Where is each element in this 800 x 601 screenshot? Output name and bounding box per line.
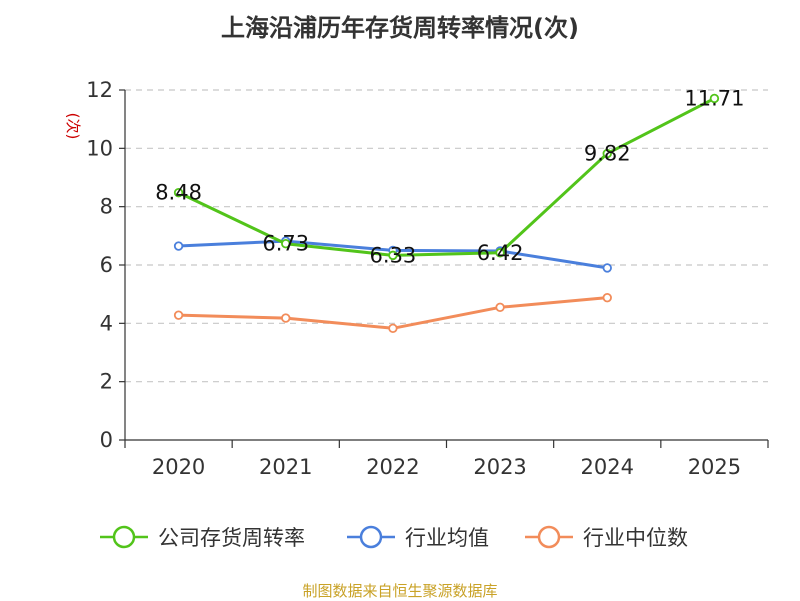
data-point — [602, 148, 612, 159]
y-axis-label: (次) — [64, 113, 82, 140]
data-point — [173, 241, 184, 251]
data-point — [495, 248, 505, 258]
series-line — [177, 96, 716, 257]
y-tick-label: 2 — [100, 370, 113, 394]
data-label: 6.73 — [262, 232, 309, 256]
series-layer — [173, 93, 720, 333]
y-tick-label: 0 — [100, 428, 113, 452]
data-label: 11.71 — [684, 86, 744, 110]
data-point — [602, 292, 612, 303]
data-point — [495, 302, 505, 312]
data-point — [173, 187, 184, 198]
y-tick-label: 6 — [100, 253, 113, 277]
x-tick-label: 2022 — [366, 455, 419, 479]
grid-lines — [125, 89, 768, 383]
y-tick-label: 8 — [100, 195, 113, 219]
x-tick-label: 2024 — [581, 455, 634, 479]
x-tick-label: 2023 — [473, 455, 526, 479]
x-tick-label: 2025 — [688, 455, 741, 479]
legend-label: 行业中位数 — [583, 526, 688, 550]
data-label: 9.82 — [584, 142, 631, 166]
legend-label: 行业均值 — [405, 526, 489, 550]
legend-marker — [112, 525, 136, 549]
data-point — [173, 310, 184, 320]
data-point — [281, 239, 291, 249]
data-point — [388, 250, 398, 261]
chart-title: 上海沿浦历年存货周转率情况(次) — [221, 14, 579, 42]
x-tick-label: 2021 — [259, 455, 312, 479]
legend-label: 公司存货周转率 — [158, 526, 305, 550]
data-label: 8.48 — [155, 181, 202, 205]
axes: 0 2 4 6 8 10 12 2020 2021 2022 2023 2024 2025 — [86, 78, 769, 479]
legend-marker — [537, 525, 561, 549]
y-tick-label: 4 — [100, 311, 113, 335]
y-tick-label: 12 — [86, 78, 113, 102]
data-label: 6.33 — [370, 243, 417, 267]
data-label: 6.42 — [477, 241, 524, 265]
y-tick-label: 10 — [86, 136, 113, 160]
data-point — [388, 323, 398, 333]
legend: 公司存货周转率 行业均值 行业中位数 — [100, 525, 688, 550]
data-labels: 8.48 6.73 6.33 6.42 9.82 11.71 — [155, 86, 744, 267]
source-note: 制图数据来自恒生聚源数据库 — [302, 582, 498, 600]
x-tick-label: 2020 — [152, 455, 205, 479]
data-point — [281, 313, 291, 323]
data-point — [709, 93, 720, 104]
data-point — [602, 263, 612, 273]
legend-marker — [359, 525, 383, 549]
